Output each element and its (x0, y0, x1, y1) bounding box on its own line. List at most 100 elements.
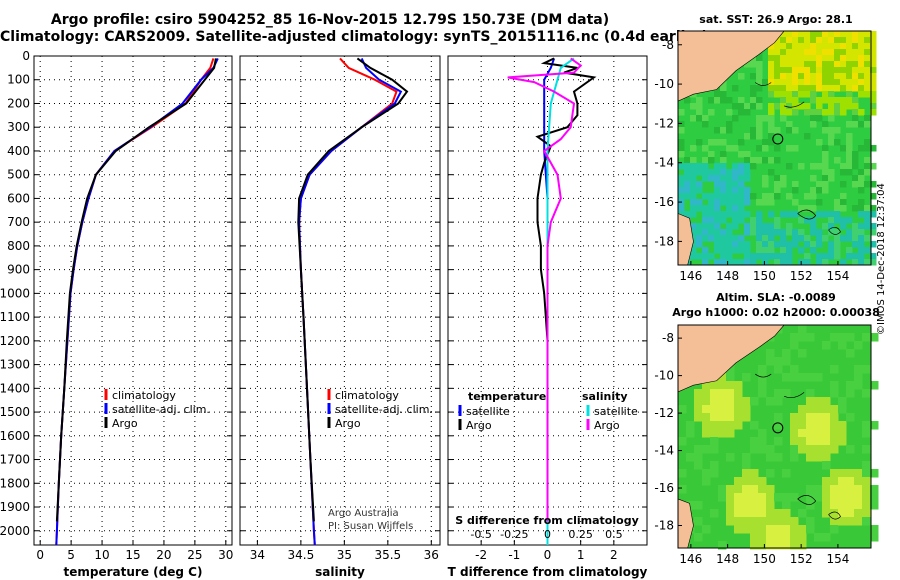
map-cell (862, 485, 871, 494)
map-cell (804, 205, 811, 212)
map-cell (744, 247, 751, 254)
map-cell (814, 493, 823, 502)
map-cell (780, 103, 787, 110)
map-cell (864, 49, 871, 56)
map-cell (840, 103, 847, 110)
map-cell (718, 397, 727, 406)
map-cell (790, 365, 799, 374)
map-cell (702, 253, 709, 260)
map-cell (804, 241, 811, 248)
map-cell (714, 175, 721, 182)
map-cell (830, 413, 839, 422)
y-tick-label: -16 (654, 481, 674, 495)
map-cell (766, 349, 775, 358)
map-cell (762, 259, 769, 266)
map-cell (750, 485, 759, 494)
map-cell (870, 61, 877, 68)
map-cell (864, 205, 871, 212)
map-cell (750, 477, 759, 486)
map-cell (732, 199, 739, 206)
map-cell (792, 187, 799, 194)
map-cell (774, 49, 781, 56)
x-tick-label: 152 (790, 269, 813, 283)
map-cell (734, 509, 743, 518)
map-cell (708, 253, 715, 260)
y-tick-label: 300 (7, 120, 30, 134)
map-cell (838, 485, 847, 494)
map-cell (738, 199, 745, 206)
map-cell (726, 253, 733, 260)
map-cell (846, 253, 853, 260)
map-cell (798, 405, 807, 414)
map-cell (816, 229, 823, 236)
map-cell (756, 103, 763, 110)
map-cell (786, 247, 793, 254)
map-cell (854, 477, 863, 486)
map-cell (734, 405, 743, 414)
map-cell (790, 341, 799, 350)
map-cell (750, 223, 757, 230)
map-cell (774, 85, 781, 92)
map-cell (766, 541, 775, 550)
map-cell (762, 223, 769, 230)
x-tick-label: 35 (337, 548, 352, 562)
map-cell (780, 37, 787, 44)
map-cell (714, 247, 721, 254)
map-cell (750, 133, 757, 140)
map-frame (677, 324, 872, 549)
map-cell (726, 121, 733, 128)
map-cell (838, 517, 847, 526)
map-cell (798, 49, 805, 56)
map-cell (846, 85, 853, 92)
map-cell (774, 253, 781, 260)
map-cell (846, 381, 855, 390)
map-cell (864, 235, 871, 242)
map-cell (846, 485, 855, 494)
map-cell (792, 85, 799, 92)
map-cell (758, 445, 767, 454)
x-tick-label: 150 (753, 269, 776, 283)
map-cell (714, 181, 721, 188)
map-cell (744, 151, 751, 158)
map-cell (780, 247, 787, 254)
map-cell (822, 259, 829, 266)
map-cell (790, 333, 799, 342)
legend-title: salinity (582, 390, 628, 403)
map-cell (858, 211, 865, 218)
map-cell (708, 205, 715, 212)
map-cell (720, 127, 727, 134)
legend-label: Argo (594, 419, 620, 432)
map-cell (786, 67, 793, 74)
map-cell (790, 421, 799, 430)
map-cell (720, 163, 727, 170)
map-cell (768, 241, 775, 248)
map-cell (870, 109, 877, 116)
map-cell (822, 485, 831, 494)
map-cell (870, 525, 879, 534)
map-cell (804, 109, 811, 116)
map-cell (790, 533, 799, 542)
map-cell (726, 229, 733, 236)
top-tick-label: 0.5 (605, 528, 623, 541)
y-tick-label: 1200 (0, 334, 30, 348)
map-cell (780, 229, 787, 236)
map-cell (822, 493, 831, 502)
y-tick-label: 600 (7, 191, 30, 205)
map-cell (846, 163, 853, 170)
map-cell (858, 247, 865, 254)
map-cell (834, 157, 841, 164)
map-cell (862, 389, 871, 398)
map-cell (798, 61, 805, 68)
map-cell (684, 97, 691, 104)
map-cell (744, 223, 751, 230)
map-cell (694, 453, 703, 462)
map-cell (816, 43, 823, 50)
map-cell (702, 397, 711, 406)
map-cell (710, 429, 719, 438)
map-cell (734, 485, 743, 494)
map-cell (702, 217, 709, 224)
map-cell (822, 91, 829, 98)
map-cell (696, 205, 703, 212)
map-cell (744, 187, 751, 194)
map-cell (804, 37, 811, 44)
